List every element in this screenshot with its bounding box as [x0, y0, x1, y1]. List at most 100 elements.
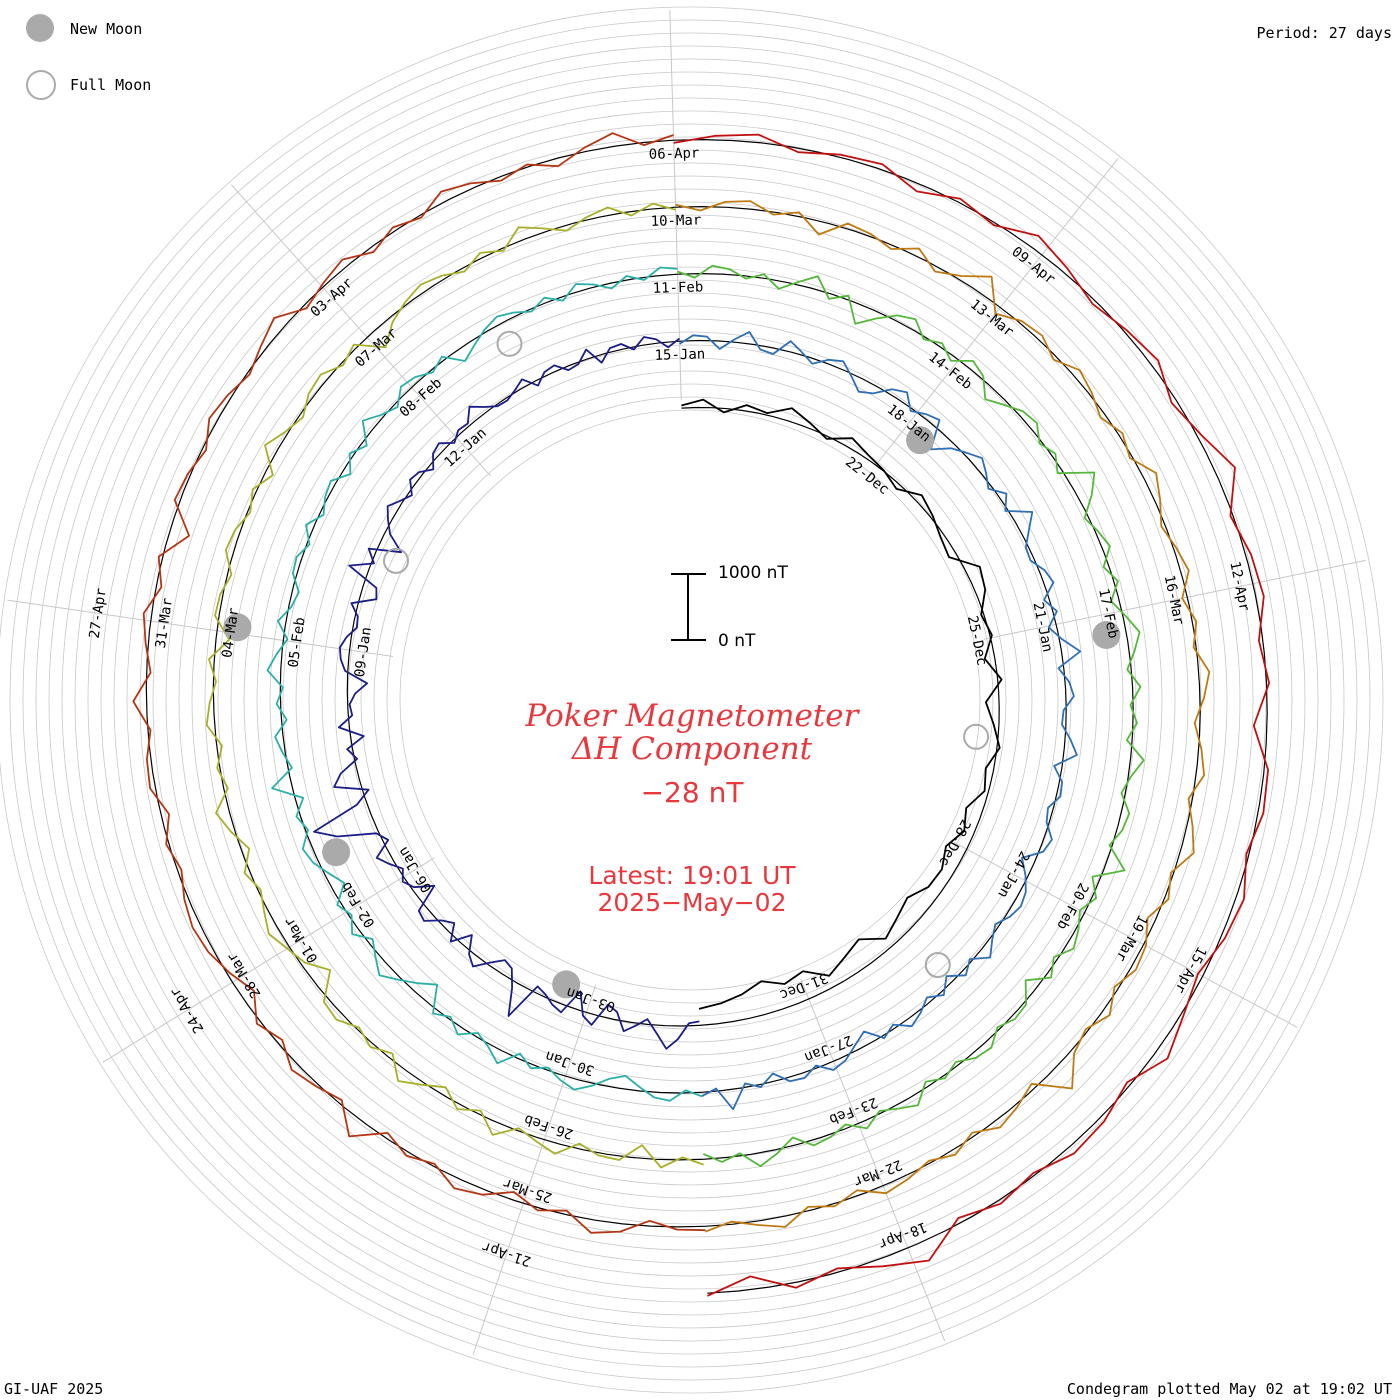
radial-spokes — [7, 10, 1366, 1356]
plotted-timestamp: Condegram plotted May 02 at 19:02 UT — [1066, 1380, 1392, 1398]
new-moon-marker — [322, 838, 351, 867]
grid-circle — [295, 305, 1085, 1095]
date-label: 09-Jan — [352, 626, 375, 678]
new-moon-icon — [26, 14, 54, 42]
scale-bar — [671, 573, 706, 641]
radial-spoke — [983, 559, 1366, 640]
baseline-spiral — [145, 139, 706, 1228]
radial-spoke — [102, 857, 435, 1063]
date-label: 25-Mar — [501, 1174, 554, 1205]
date-label: 06-Apr — [649, 145, 700, 162]
radial-spoke — [800, 978, 946, 1342]
grid-circle — [74, 84, 1306, 1316]
date-label: 31-Mar — [153, 597, 176, 649]
date-label: 04-Mar — [219, 607, 242, 659]
date-label: 14-Feb — [925, 349, 975, 393]
radial-spoke — [472, 984, 597, 1356]
grid-circle — [360, 370, 1020, 1030]
date-label: 10-Mar — [650, 212, 701, 229]
scale-low-label: 0 nT — [718, 631, 756, 651]
baseline-spiral — [279, 273, 702, 1094]
series-line — [681, 398, 1003, 1010]
chart-title: Poker Magnetometer — [525, 698, 859, 734]
date-label: 05-Feb — [286, 616, 309, 668]
date-label: 12-Apr — [1226, 560, 1252, 613]
scale-high-label: 1000 nT — [718, 563, 788, 583]
series-line — [205, 202, 704, 1169]
grid-circle — [282, 292, 1098, 1108]
date-label: 08-Feb — [397, 375, 445, 421]
new-moon-marker — [223, 613, 252, 642]
radial-spoke — [875, 158, 1119, 465]
grid-circle — [139, 149, 1241, 1251]
date-label: 07-Mar — [352, 325, 400, 371]
grid-circle — [113, 123, 1267, 1277]
series-line — [675, 200, 1211, 1233]
grid-circle — [334, 344, 1046, 1056]
grid-circle — [217, 227, 1163, 1173]
series-line — [679, 331, 1082, 1111]
legend-new-moon-label: New Moon — [70, 20, 143, 38]
grid-circles — [0, 6, 1384, 1394]
grid-circle — [9, 19, 1371, 1381]
date-label: 03-Jan — [564, 984, 617, 1015]
date-label: 13-Mar — [967, 296, 1017, 340]
date-label: 21-Apr — [480, 1238, 533, 1269]
data-series — [132, 132, 1270, 1297]
series-line — [132, 132, 706, 1234]
period-label: Period: 27 days — [1256, 24, 1392, 42]
full-moon-marker — [496, 330, 523, 357]
series-line — [313, 336, 700, 1050]
radial-spoke — [953, 841, 1298, 1028]
grid-circle — [61, 71, 1319, 1329]
new-moon-marker — [552, 970, 581, 999]
full-moon-icon — [26, 70, 56, 100]
grid-circle — [0, 6, 1384, 1394]
new-moon-marker — [1092, 621, 1121, 649]
credit-label: GI-UAF 2025 — [4, 1380, 104, 1398]
new-moon-marker — [906, 426, 935, 455]
grid-circle — [243, 253, 1137, 1147]
full-moon-marker — [383, 547, 409, 574]
legend-full-moon-label: Full Moon — [70, 76, 152, 94]
current-value: −28 nT — [640, 776, 744, 809]
baseline-spiral — [677, 272, 1134, 1160]
date-label: 27-Jan — [802, 1032, 855, 1066]
date-label: 24-Apr — [167, 984, 207, 1035]
grid-circle — [100, 110, 1280, 1290]
date-label: 11-Feb — [652, 279, 703, 296]
date-label: 01-Mar — [281, 914, 321, 965]
grid-circle — [321, 331, 1059, 1069]
grid-circle — [269, 279, 1111, 1121]
grid-circle — [165, 175, 1215, 1225]
grid-circle — [191, 201, 1189, 1199]
grid-circle — [373, 383, 1007, 1017]
date-label: 27-Apr — [87, 587, 110, 639]
date-label: 24-Jan — [994, 848, 1032, 900]
grid-circle — [87, 97, 1293, 1303]
grid-circle — [126, 136, 1254, 1264]
latest-time: Latest: 19:01 UT — [588, 861, 796, 890]
moon-markers — [223, 330, 1121, 999]
latest-date: 2025−May−02 — [597, 888, 787, 917]
full-moon-marker — [924, 952, 951, 978]
date-label: 12-Jan — [441, 425, 489, 471]
date-label: 28-Mar — [224, 949, 264, 1000]
full-moon-marker — [963, 723, 990, 750]
grid-circle — [35, 45, 1345, 1355]
series-line — [673, 133, 1270, 1297]
grid-circle — [399, 409, 981, 991]
radial-spoke — [230, 184, 491, 477]
baseline-spiral — [673, 138, 1268, 1294]
radial-spoke — [7, 599, 394, 658]
grid-circle — [204, 214, 1176, 1186]
baseline-spiral — [679, 339, 1067, 1093]
series-line — [677, 264, 1145, 1167]
grid-circle — [48, 58, 1332, 1342]
grid-circle — [178, 188, 1202, 1212]
grid-circle — [386, 396, 994, 1004]
grid-circle — [256, 266, 1124, 1134]
date-label: 18-Apr — [876, 1218, 929, 1252]
grid-circle — [152, 162, 1228, 1238]
date-label: 22-Dec — [842, 454, 892, 498]
